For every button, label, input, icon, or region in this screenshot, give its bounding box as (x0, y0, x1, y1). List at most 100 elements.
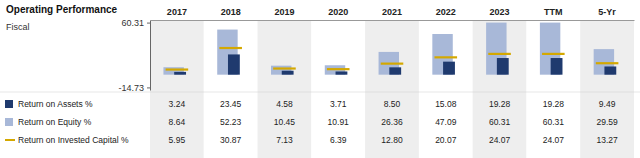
tick: 2017 (167, 7, 187, 20)
bar (389, 67, 401, 74)
data-label: 7.13 (276, 135, 293, 145)
data-label: 60.31 (543, 117, 565, 127)
value-row: 3.24 23.45 4.58 3.71 8.50 15.08 19.28 19.28 9.49 (169, 99, 616, 109)
bar (604, 66, 616, 74)
dash-marker (596, 62, 619, 64)
data-label: 10.91 (328, 117, 350, 127)
bar (282, 71, 294, 75)
dash-marker (327, 68, 350, 70)
column-stripe (580, 20, 634, 158)
data-label: 52.23 (220, 117, 242, 127)
tick-label: -14.73 (118, 83, 144, 93)
dash-marker (542, 53, 565, 55)
bar (497, 58, 509, 75)
bar (336, 71, 348, 74)
bar-series (163, 23, 614, 75)
data-label: 19.28 (543, 99, 565, 109)
tick-mark (147, 23, 150, 24)
bar (174, 72, 186, 75)
column-stripe (473, 20, 527, 158)
column-stripe (150, 20, 204, 158)
tick-label: 2020 (328, 7, 348, 17)
stripes (150, 20, 634, 158)
dash-series (166, 48, 619, 70)
y-axis: -14.73 60.31 (118, 18, 150, 93)
data-label: 5.95 (169, 135, 186, 145)
tick: TTM (544, 7, 563, 20)
tick-label: 60.31 (121, 18, 144, 28)
column-stripe (311, 20, 365, 158)
data-label: 3.71 (330, 99, 347, 109)
tick-label: 5-Yr (598, 7, 616, 17)
tick: 5-Yr (598, 7, 616, 20)
legend-swatch (5, 139, 15, 141)
tick-label: 2022 (436, 7, 456, 17)
tick-label: 2021 (382, 7, 402, 17)
data-label: 10.45 (274, 117, 296, 127)
column-stripe (204, 20, 258, 158)
separator (0, 92, 640, 93)
tick: 2021 (382, 7, 402, 20)
tick-label: 2018 (221, 7, 241, 17)
data-label: 8.50 (384, 99, 401, 109)
data-label: 6.39 (330, 135, 347, 145)
x-axis: 2017 2018 2019 2020 2021 2022 2023 TTM 5-Yr (151, 7, 635, 21)
data-label: 30.87 (220, 135, 242, 145)
tick: 2023 (490, 7, 510, 20)
column-stripe (526, 20, 580, 158)
column-stripe (258, 20, 312, 158)
data-label: 20.07 (435, 135, 457, 145)
data-label: 12.80 (381, 135, 403, 145)
legend-entry: Return on Assets % (18, 99, 93, 109)
legend-entry: Return on Equity % (18, 117, 92, 127)
plot-marks (163, 23, 618, 75)
table: Return on Assets % 3.24 23.45 4.58 3.71 8.50 1… (5, 99, 618, 145)
x-label: Fiscal (6, 22, 30, 32)
axis-line (150, 21, 151, 91)
title: Operating Performance (6, 4, 118, 15)
data-label: 26.36 (381, 117, 403, 127)
value-row: 8.64 52.23 10.45 10.91 26.36 47.09 60.31 60.31 2… (169, 117, 618, 127)
data-label: 4.58 (276, 99, 293, 109)
column-stripe (365, 20, 419, 158)
data-label: 29.59 (596, 117, 618, 127)
tick-label: 2017 (167, 7, 187, 17)
column-stripe (419, 20, 473, 158)
tick: 2018 (221, 7, 241, 20)
tick-label: TTM (544, 7, 563, 17)
chart: -14.73 60.31 2017 2018 2019 2020 2021 2022 2023 T… (0, 0, 640, 158)
dash-marker (488, 53, 511, 55)
dash-marker (273, 67, 296, 69)
data-label: 19.28 (489, 99, 511, 109)
tick: 2019 (274, 7, 294, 20)
tick-label: 2023 (490, 7, 510, 17)
data-label: 24.07 (489, 135, 511, 145)
bar-series (174, 54, 616, 74)
data-label: 23.45 (220, 99, 242, 109)
dash-marker (381, 63, 404, 65)
data-label: 9.49 (599, 99, 616, 109)
dash-marker (166, 68, 189, 70)
tick: 2020 (328, 7, 348, 20)
bar (443, 62, 455, 75)
tick-label: 2019 (274, 7, 294, 17)
bar (228, 54, 240, 74)
value-row: 5.95 30.87 7.13 6.39 12.80 20.07 24.07 24.07 13.… (169, 135, 618, 145)
data-label: 60.31 (489, 117, 511, 127)
data-label: 13.27 (596, 135, 618, 145)
dash-marker (219, 47, 242, 49)
data-label: 8.64 (169, 117, 186, 127)
tick: 2022 (436, 7, 456, 20)
legend-entry: Return on Invested Capital % (18, 135, 129, 145)
data-label: 24.07 (543, 135, 565, 145)
legend-swatch (5, 118, 13, 126)
data-label: 47.09 (435, 117, 457, 127)
axis-line (151, 20, 635, 21)
data-label: 15.08 (435, 99, 457, 109)
data-label: 3.24 (169, 99, 186, 109)
legend-swatch (5, 100, 13, 108)
dash-marker (434, 56, 457, 58)
tick: -14.73 (118, 83, 150, 93)
tick: 60.31 (121, 18, 150, 28)
bar (551, 58, 563, 75)
